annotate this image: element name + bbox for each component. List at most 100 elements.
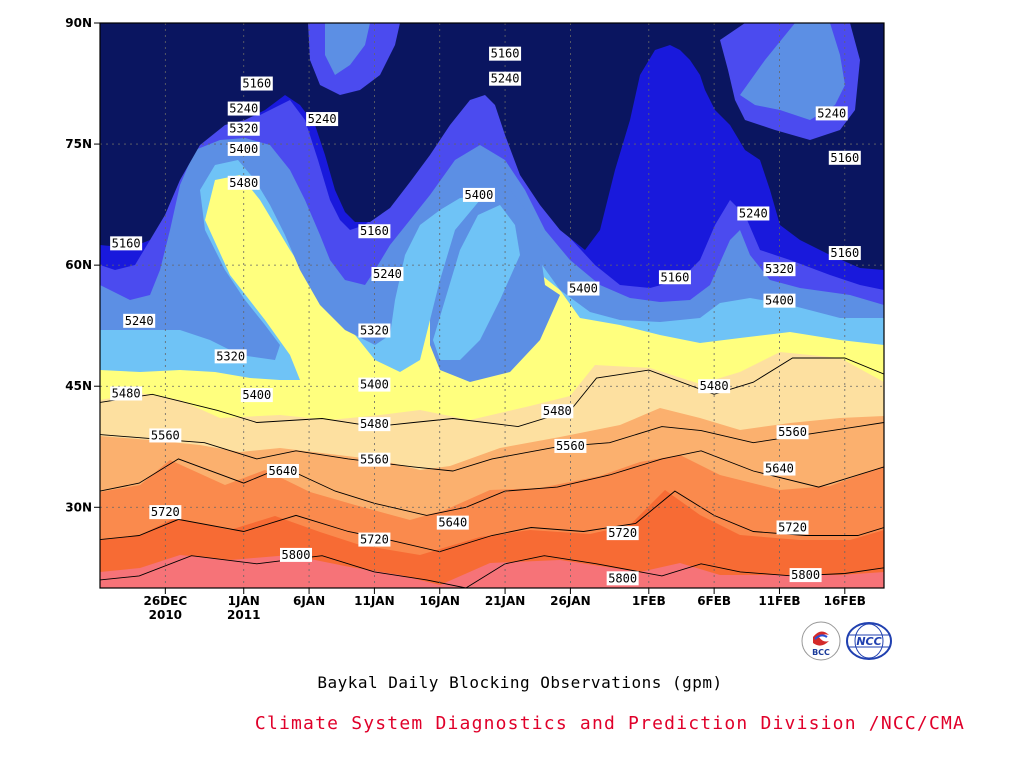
contour-label-text: 5800 <box>791 568 820 582</box>
contour-label-text: 5240 <box>373 267 402 281</box>
contour-label-text: 5720 <box>360 533 389 547</box>
x-tick-label: 16FEB <box>824 594 866 608</box>
contour-label-text: 5240 <box>817 106 846 120</box>
contour-label-text: 5560 <box>556 439 585 453</box>
contour-line-5560 <box>100 422 884 472</box>
contour-label-bg <box>763 262 796 277</box>
contour-label: 5720 <box>149 505 182 519</box>
contour-label-text: 5160 <box>491 47 520 61</box>
contour-label: 5320 <box>214 349 247 364</box>
contour-label-bg <box>554 438 587 453</box>
contour-label-text: 5640 <box>268 464 297 478</box>
contour-label-bg <box>227 121 260 136</box>
contour-label-text: 5240 <box>229 102 258 116</box>
contour-label-text: 5560 <box>360 453 389 467</box>
x-tick-label: 11FEB <box>758 594 800 608</box>
contour-label-text: 5160 <box>830 246 859 260</box>
fill-blob-north-b-inner <box>740 23 845 120</box>
contour-label: 5160 <box>240 76 273 91</box>
contour-label-text: 5320 <box>765 262 794 276</box>
contour-label: 5560 <box>149 428 182 443</box>
contour-label-text: 5160 <box>112 236 141 250</box>
contour-label-bg <box>606 526 639 541</box>
contour-label-text: 5640 <box>765 462 794 476</box>
contour-label-bg <box>280 547 312 562</box>
contour-label-text: 5160 <box>360 224 389 238</box>
contour-label-bg <box>489 71 522 86</box>
contour-label-bg <box>789 568 822 583</box>
contour-label: 5240 <box>371 267 404 282</box>
contour-label-text: 5320 <box>360 324 389 338</box>
contour-label-text: 5800 <box>608 571 637 585</box>
contour-label-bg <box>306 112 339 127</box>
x-tick-label: 21JAN <box>485 594 526 608</box>
contour-label: 5160 <box>110 236 143 251</box>
contour-label-text: 5480 <box>229 176 258 190</box>
contour-label: 5560 <box>358 452 391 467</box>
y-tick-label: 60N <box>65 258 92 272</box>
contour-label-bg <box>606 571 639 586</box>
contour-label: 5320 <box>358 323 391 338</box>
contour-label: 5240 <box>306 112 339 127</box>
contour-label-bg <box>763 293 796 308</box>
plot-frame <box>99 22 885 589</box>
gridlines <box>100 23 884 588</box>
fill-blob-yellow-core <box>228 204 278 300</box>
x-tick-label: 1FEB <box>632 594 666 608</box>
contour-label-text: 5400 <box>360 378 389 392</box>
contour-label-bg <box>763 461 796 476</box>
y-tick-label: 45N <box>65 379 92 393</box>
contour-label-bg <box>358 224 391 239</box>
contour-label: 5160 <box>358 224 391 239</box>
contour-label-text: 5400 <box>229 142 258 156</box>
contour-label-bg <box>149 428 182 443</box>
contour-label: 5800 <box>789 568 822 583</box>
contour-label-bg <box>358 417 391 432</box>
fill-blob-ridge-5480 <box>433 205 520 360</box>
x-tick-label: 16JAN <box>419 594 460 608</box>
contour-label: 5160 <box>828 150 861 165</box>
contour-label-bg <box>541 404 574 419</box>
chart-credit: Climate System Diagnostics and Predictio… <box>254 713 966 734</box>
contour-label-text: 5320 <box>229 122 258 136</box>
contour-label: 5240 <box>489 71 522 86</box>
contour-label: 5640 <box>763 461 796 476</box>
contour-label: 5480 <box>227 175 260 190</box>
contour-label-text: 5720 <box>778 520 807 534</box>
contour-label-text: 5320 <box>216 349 245 363</box>
bcc-logo-text: BCC <box>812 648 830 657</box>
contour-label-text: 5720 <box>608 526 637 540</box>
contour-label-text: 5480 <box>360 417 389 431</box>
contour-label: 5160 <box>828 246 861 261</box>
contour-label: 5480 <box>541 404 574 419</box>
contour-label: 5400 <box>358 377 391 392</box>
x-tick-label: 6FEB <box>697 594 731 608</box>
contour-label: 5240 <box>123 313 156 328</box>
contour-label-text: 5480 <box>112 386 141 400</box>
y-tick-label: 90N <box>65 16 92 30</box>
contour-label-bg <box>358 323 391 338</box>
contour-label-bg <box>737 206 770 221</box>
contour-line-5640 <box>100 450 884 516</box>
contour-label: 5240 <box>737 206 770 221</box>
y-tick-label: 75N <box>65 137 92 151</box>
contour-label-bg <box>358 377 391 392</box>
x-tick-sublabel: 2010 <box>149 608 182 622</box>
chart-title: Baykal Daily Blocking Observations (gpm) <box>317 673 723 692</box>
contour-label-bg <box>567 281 600 296</box>
contour-label-text: 5560 <box>151 428 180 442</box>
contour-label: 5400 <box>763 293 796 308</box>
contour-label-bg <box>110 386 143 401</box>
contour-label-bg <box>828 150 861 165</box>
fill-blob-north-a-inner <box>325 23 370 75</box>
contour-label-bg <box>698 379 731 394</box>
contour-label-bg <box>371 267 404 282</box>
contour-label-bg <box>266 463 299 478</box>
contour-label-text: 5720 <box>151 505 180 519</box>
y-axis-ticks: 30N 45N 60N 75N 90N <box>65 16 100 514</box>
contour-label-text: 5160 <box>830 151 859 165</box>
contour-label-bg <box>776 425 809 440</box>
contour-label: 5320 <box>763 262 796 277</box>
contour-label-bg <box>227 141 260 156</box>
contour-line-5480 <box>100 357 884 428</box>
